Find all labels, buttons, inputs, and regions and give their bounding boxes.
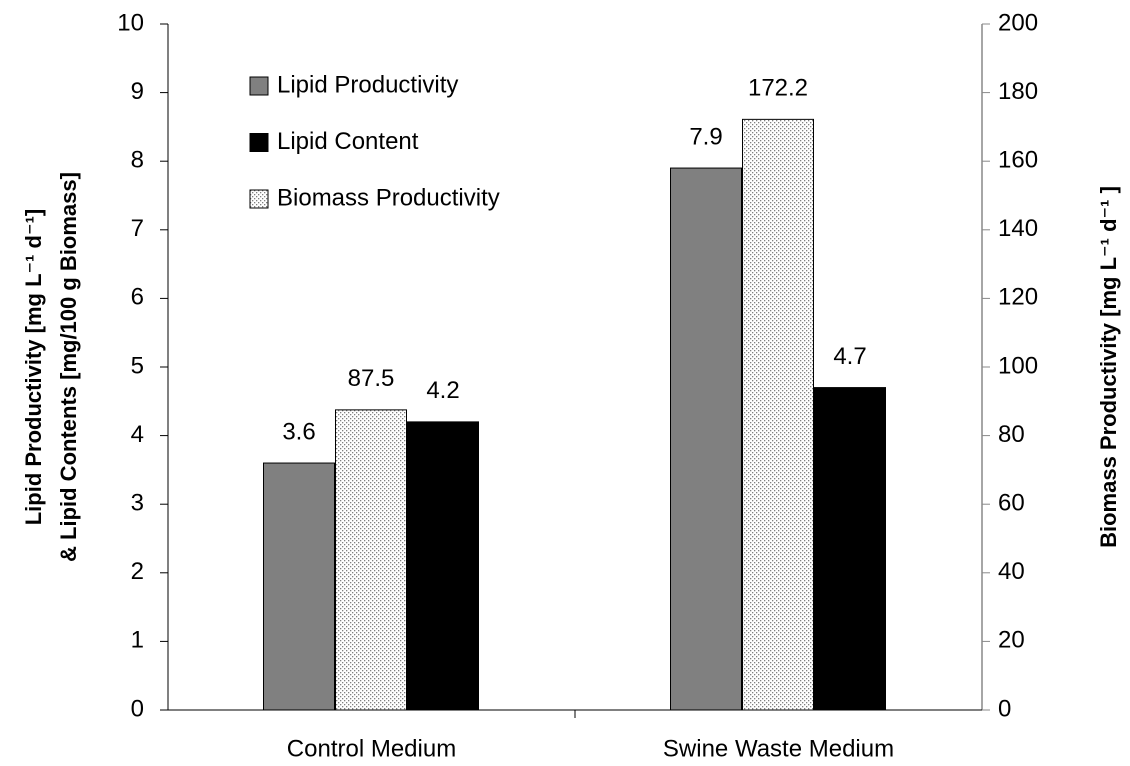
data-label: 172.2 [748, 75, 808, 102]
y-tick-label: 10 [117, 9, 144, 36]
y2-tick-label: 0 [998, 695, 1011, 722]
bar [335, 409, 407, 711]
y2-tick-label: 120 [998, 284, 1038, 311]
y-tick-label: 8 [131, 147, 144, 174]
y2-axis-label: Biomass Productivity [mg L⁻¹ d⁻¹ ] [1096, 186, 1121, 548]
data-label: 3.6 [282, 418, 315, 445]
legend-swatch [249, 76, 269, 96]
legend-swatch [249, 189, 269, 209]
y2-tick-label: 20 [998, 627, 1025, 654]
y2-tick-label: 40 [998, 558, 1025, 585]
y2-tick-label: 140 [998, 215, 1038, 242]
x-tick-label: Control Medium [287, 735, 456, 762]
y2-tick-label: 100 [998, 352, 1038, 379]
y-tick-label: 0 [131, 695, 144, 722]
bar [742, 118, 814, 711]
data-label: 7.9 [689, 123, 722, 150]
y-tick-label: 6 [131, 284, 144, 311]
y-tick-label: 1 [131, 627, 144, 654]
y2-tick-label: 160 [998, 147, 1038, 174]
y-tick-label: 7 [131, 215, 144, 242]
legend-label: Lipid Content [277, 128, 419, 155]
x-tick-label: Swine Waste Medium [663, 735, 894, 762]
bar [263, 462, 335, 711]
y-tick-label: 5 [131, 352, 144, 379]
y2-tick-label: 60 [998, 490, 1025, 517]
y-tick-label: 3 [131, 490, 144, 517]
y2-tick-label: 80 [998, 421, 1025, 448]
bar [670, 167, 742, 711]
data-label: 87.5 [348, 365, 395, 392]
y2-tick-label: 200 [998, 9, 1038, 36]
y2-tick-label: 180 [998, 78, 1038, 105]
y-tick-label: 2 [131, 558, 144, 585]
y-tick-label: 4 [131, 421, 144, 448]
data-label: 4.7 [833, 343, 866, 370]
legend-label: Biomass Productivity [277, 184, 500, 211]
legend-label: Lipid Productivity [277, 71, 458, 98]
data-label: 4.2 [426, 377, 459, 404]
y-axis-label: Lipid Productivity [mg L⁻¹ d⁻¹] [21, 209, 46, 526]
y-axis-label: & Lipid Contents [mg/100 g Biomass] [56, 172, 81, 562]
bar [407, 421, 479, 711]
bar [814, 387, 886, 711]
legend-swatch [249, 133, 269, 152]
y-tick-label: 9 [131, 78, 144, 105]
